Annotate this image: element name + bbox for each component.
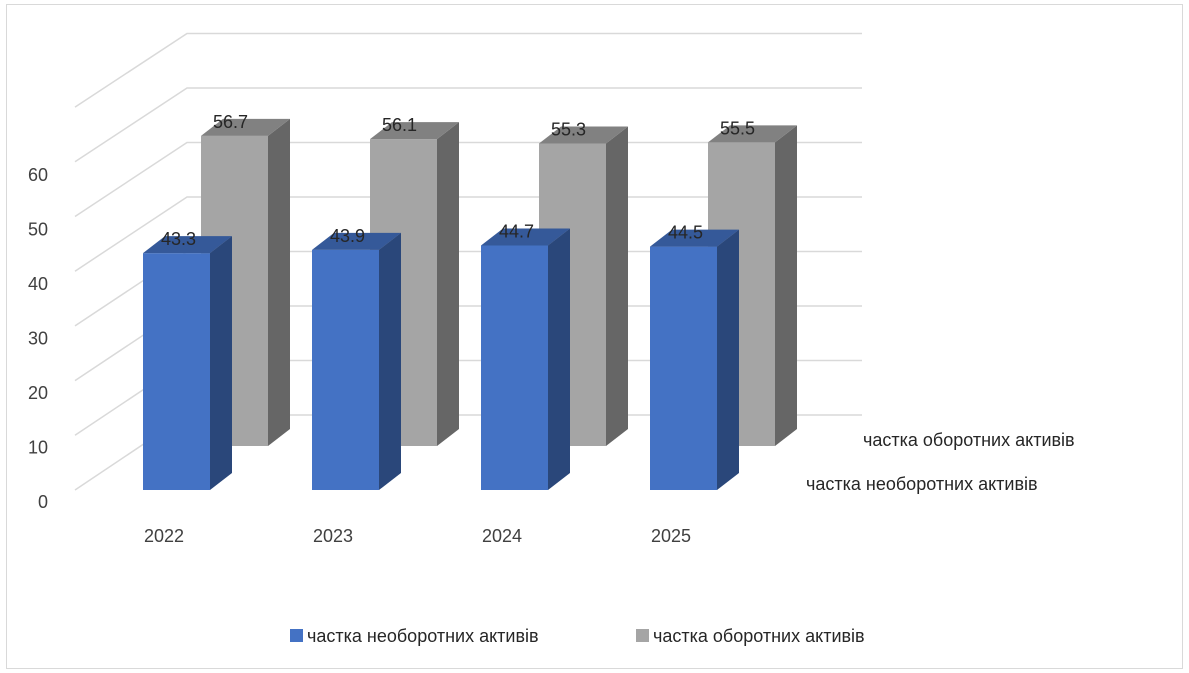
data-label: 44.5 (668, 223, 703, 243)
data-label: 55.5 (720, 118, 755, 138)
data-label: 43.3 (161, 229, 196, 249)
series-axis-labels: частка оборотних активів частка необорот… (806, 430, 1075, 494)
y-tick-label: 60 (28, 165, 48, 185)
category-label: 2023 (313, 526, 353, 546)
gridlines (74, 32, 862, 491)
legend-swatch-necurrent (290, 629, 303, 642)
data-label: 56.7 (213, 112, 248, 132)
bar-front-2024: 44.7 (481, 221, 570, 490)
bar-front-face (481, 245, 548, 490)
data-label: 55.3 (551, 120, 586, 140)
bar-front-face (650, 246, 717, 490)
bar-side-face (379, 232, 401, 490)
category-label: 2025 (651, 526, 691, 546)
y-axis-ticks: 0 10 20 30 40 50 60 (28, 165, 48, 512)
bar-side-face (606, 126, 628, 446)
bar-side-face (548, 228, 570, 490)
bar-top-face (312, 232, 401, 250)
gridline (74, 32, 862, 108)
y-tick-label: 20 (28, 383, 48, 403)
bar-top-face (481, 228, 570, 246)
bar-top-face (650, 229, 739, 247)
bar-front-2022: 43.3 (143, 229, 232, 490)
bar-front-2025: 44.5 (650, 223, 739, 490)
bar-top-face (201, 118, 290, 136)
bar-front-face (312, 249, 379, 490)
bar-front-face (143, 253, 210, 490)
bar-side-face (437, 122, 459, 447)
y-tick-label: 30 (28, 329, 48, 349)
bar-top-face (370, 122, 459, 140)
data-label: 56.1 (382, 115, 417, 135)
gridline (74, 87, 862, 163)
legend-label-current: частка оборотних активів (653, 626, 865, 646)
x-axis-categories: 2022 2023 2024 2025 (144, 526, 691, 546)
front-series-bars: 43.3 43.9 44.7 44.5 (143, 221, 739, 490)
series-axis-label-front: частка необоротних активів (806, 474, 1038, 494)
bar-side-face (775, 125, 797, 446)
legend: частка необоротних активів частка оборот… (290, 626, 865, 646)
y-tick-label: 50 (28, 220, 48, 240)
data-label: 44.7 (499, 221, 534, 241)
bar-top-face (708, 125, 797, 143)
gridline (74, 141, 862, 218)
category-label: 2024 (482, 526, 522, 546)
series-axis-label-back: частка оборотних активів (863, 430, 1075, 450)
legend-swatch-current (636, 629, 649, 642)
bar-top-face (143, 236, 232, 254)
bar-side-face (717, 229, 739, 490)
bar-side-face (210, 236, 232, 490)
y-tick-label: 10 (28, 438, 48, 458)
data-label: 43.9 (330, 226, 365, 246)
bar-top-face (539, 126, 628, 144)
category-label: 2022 (144, 526, 184, 546)
gridline (74, 196, 862, 272)
bar-front-2023: 43.9 (312, 226, 401, 490)
y-tick-label: 0 (38, 492, 48, 512)
legend-label-necurrent: частка необоротних активів (307, 626, 539, 646)
bar-side-face (268, 118, 290, 446)
y-tick-label: 40 (28, 274, 48, 294)
